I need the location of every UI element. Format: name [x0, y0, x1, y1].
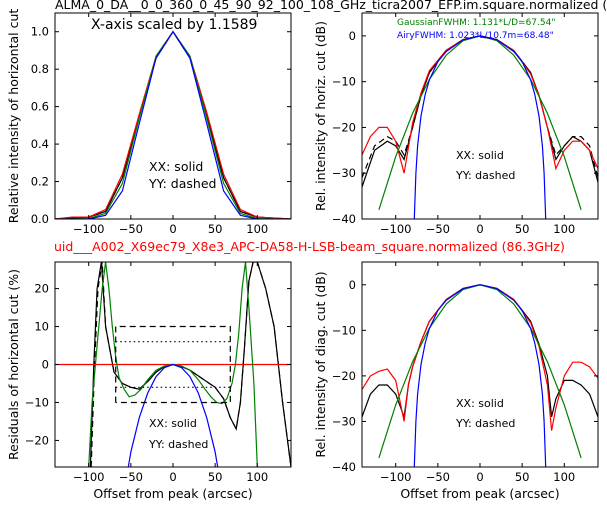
y-tick-label: −10: [25, 395, 49, 409]
annotation: XX: solid: [149, 159, 203, 174]
x-tick-label: 50: [208, 222, 223, 236]
figure-mid-title: uid___A002_X69ec79_X8e3_APC-DA58-H-LSB-b…: [54, 239, 565, 254]
x-axis-label: Offset from peak (arcsec): [400, 486, 559, 501]
annotation: XX: solid: [149, 417, 197, 430]
x-tick-label: 50: [515, 470, 530, 484]
series-line-3: [413, 284, 547, 467]
x-axis-label: Offset from peak (arcsec): [93, 486, 252, 501]
y-tick-label: −30: [332, 414, 356, 428]
y-axis-label: Rel. intensity of horiz. cut (dB): [313, 21, 328, 211]
annotation: YY: dashed: [455, 169, 515, 182]
y-axis-label: Residuals of horizontal cut (%): [6, 269, 21, 460]
y-tick-label: 0.8: [31, 62, 49, 76]
y-tick-label: 0.2: [31, 175, 49, 189]
y-tick-label: −20: [332, 120, 356, 134]
series-group: [55, 262, 291, 467]
x-tick-label: −50: [119, 470, 143, 484]
series-line-1: [90, 262, 291, 467]
x-tick-label: 50: [515, 222, 530, 236]
annotation: XX: solid: [456, 397, 504, 410]
y-tick-label: 0: [42, 358, 49, 372]
y-tick-label: 0: [349, 278, 356, 292]
y-tick-label: 0.0: [31, 212, 49, 226]
series-line-4: [413, 35, 547, 219]
x-tick-label: −100: [380, 470, 412, 484]
series-group: [362, 35, 598, 219]
figure-top-title: ALMA_0_DA__0_0_360_0_45_90_92_100_108_GH…: [55, 0, 607, 12]
y-tick-label: 10: [34, 320, 49, 334]
x-tick-label: 0: [169, 470, 176, 484]
annotation: X-axis scaled by 1.1589: [91, 17, 257, 33]
x-tick-label: 0: [169, 222, 176, 236]
x-tick-label: −50: [426, 470, 450, 484]
y-tick-label: −40: [332, 212, 356, 226]
x-tick-label: −100: [73, 222, 105, 236]
x-tick-label: 100: [553, 222, 575, 236]
y-tick-label: 0.6: [31, 100, 49, 114]
y-tick-label: −30: [332, 166, 356, 180]
x-tick-label: 0: [476, 470, 483, 484]
y-tick-label: −10: [332, 323, 356, 337]
series-line-5: [115, 325, 231, 404]
series-group: [55, 30, 291, 219]
series-group: [362, 284, 598, 467]
y-tick-label: −20: [332, 369, 356, 383]
x-tick-label: 100: [246, 222, 268, 236]
x-tick-label: −50: [119, 222, 143, 236]
legend-entry: AiryFWHM: 1.023*L/10.7m=68.48": [397, 31, 554, 41]
x-tick-label: 50: [208, 470, 223, 484]
x-tick-label: 0: [476, 222, 483, 236]
y-tick-label: −40: [332, 460, 356, 474]
series-line-4: [127, 363, 219, 467]
x-tick-label: −100: [73, 470, 105, 484]
x-tick-label: −100: [380, 222, 412, 236]
annotation: YY: dashed: [148, 176, 216, 191]
legend-entry: GaussianFWHM: 1.131*L/D=67.54": [397, 18, 555, 28]
series-line-4: [55, 30, 291, 219]
y-tick-label: 20: [34, 282, 49, 296]
y-axis-label: Relative intensity of horizontal cut: [6, 9, 21, 224]
y-tick-label: 1.0: [31, 25, 49, 39]
y-tick-label: 0: [349, 29, 356, 43]
annotation: YY: dashed: [148, 438, 208, 451]
annotation: XX: solid: [456, 149, 504, 162]
y-tick-label: −10: [332, 75, 356, 89]
x-tick-label: −50: [426, 222, 450, 236]
plots-group: −100 −50 0 50 1000.00.20.40.60.81.0Relative …: [6, 9, 599, 501]
y-tick-label: −20: [25, 433, 49, 447]
annotation: YY: dashed: [455, 417, 515, 430]
y-tick-label: 0.4: [31, 137, 49, 151]
x-tick-label: 100: [246, 470, 268, 484]
y-axis-label: Rel. intensity of diag. cut (dB): [313, 271, 328, 457]
chart-tl: −100 −50 0 50 100 0.0 0.2 0.4 0.6 0.8 1.0 Relative …: [6, 9, 292, 236]
x-tick-label: 100: [553, 470, 575, 484]
